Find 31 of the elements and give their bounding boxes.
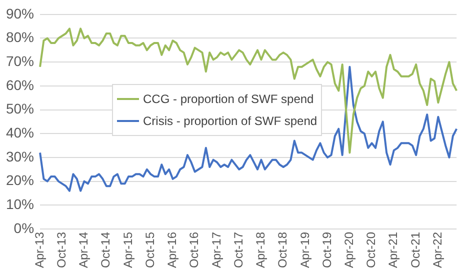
x-tick-label: Apr-13 [32,232,46,268]
y-tick-label: 0% [14,220,34,236]
x-tick-label: Oct-14 [98,232,113,268]
legend-label: CCG - proportion of SWF spend [143,92,314,106]
x-tick-label: Apr-18 [254,232,268,268]
x-tick-label: Oct-15 [142,232,157,268]
x-tick-label: Oct-18 [276,232,290,268]
x-tick-label: Apr-22 [430,232,444,268]
y-tick-label: 20% [6,172,34,188]
y-tick-label: 30% [6,148,34,164]
x-tick-label: Oct-13 [54,232,68,268]
y-tick-label: 60% [6,76,34,93]
x-tick-label: Oct-17 [231,232,246,268]
y-tick-label: 70% [6,52,34,69]
x-tick-label: Apr-20 [342,232,356,268]
x-tick-label: Oct-21 [408,232,422,268]
x-tick-label: Apr-16 [165,232,180,268]
y-tick-label: 40% [6,124,34,140]
y-tick-label: 50% [6,100,34,117]
y-tick-label: 10% [6,196,34,212]
y-tick-label: 90% [6,5,34,22]
x-tick-label: Oct-19 [320,232,334,268]
x-tick-label: Apr-21 [386,232,400,268]
x-tick-label: Oct-16 [187,232,202,268]
x-tick-label: Apr-19 [298,232,312,268]
x-tick-label: Oct-20 [364,232,378,268]
x-tick-label: Apr-17 [209,232,224,268]
y-tick-label: 80% [6,29,34,46]
x-tick-label: Apr-14 [76,232,91,268]
x-tick-label: Apr-15 [120,232,135,268]
legend-label: Crisis - proportion of SWF spend [143,114,318,128]
